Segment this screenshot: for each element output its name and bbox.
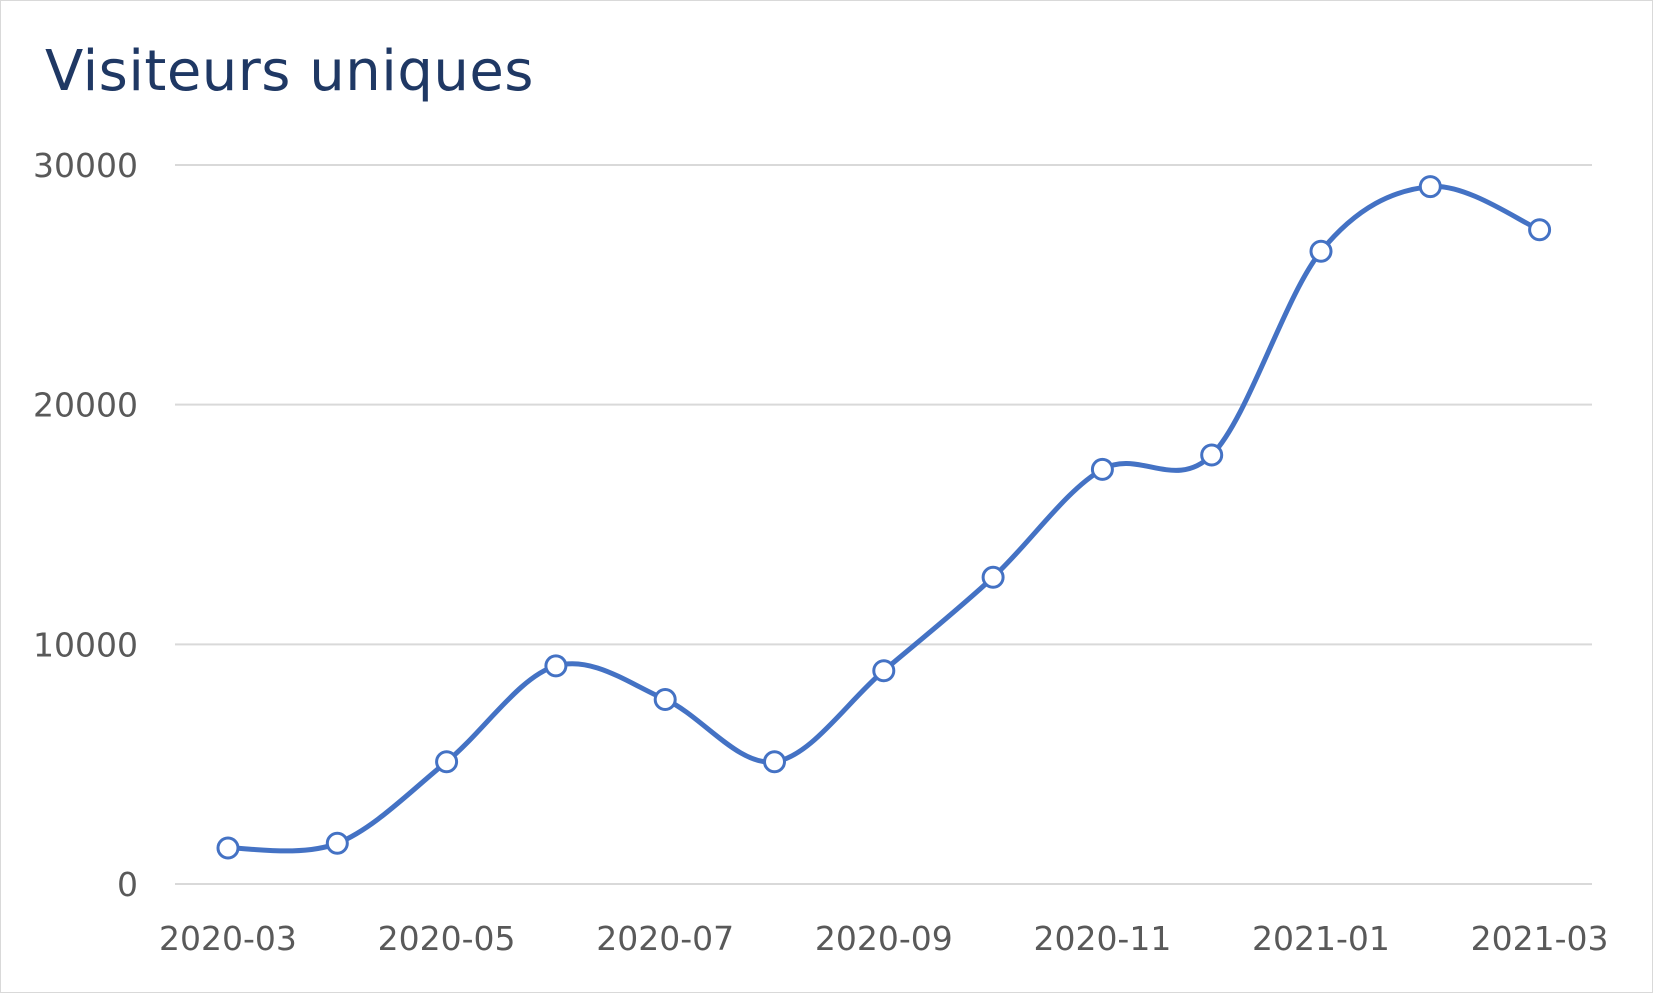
data-point (544, 654, 568, 678)
y-tick-label: 0 (117, 865, 138, 904)
x-axis-labels: 2020-03 2020-05 2020-07 2020-09 2020-11 2021-… (159, 919, 1608, 958)
x-tick-label: 2020-07 (596, 919, 734, 958)
data-point (872, 659, 896, 683)
data-point (653, 687, 677, 711)
data-points (216, 175, 1552, 860)
data-point (1528, 218, 1552, 242)
x-tick-label: 2020-05 (378, 919, 516, 958)
series-line (225, 184, 1543, 854)
y-tick-label: 20000 (33, 386, 138, 425)
x-tick-label: 2021-01 (1252, 919, 1390, 958)
chart-title: Visiteurs uniques (45, 39, 534, 104)
data-point (1090, 457, 1114, 481)
x-tick-label: 2020-09 (815, 919, 953, 958)
data-point (1309, 239, 1333, 263)
data-point (1418, 175, 1442, 199)
x-tick-label: 2020-03 (159, 919, 297, 958)
y-axis-labels: 0 10000 20000 30000 (33, 146, 138, 904)
y-tick-label: 30000 (33, 146, 138, 185)
x-tick-label: 2020-11 (1033, 919, 1171, 958)
data-point (435, 750, 459, 774)
data-point (1200, 443, 1224, 467)
gridlines (175, 164, 1592, 885)
y-tick-label: 10000 (33, 625, 138, 664)
data-point (981, 565, 1005, 589)
data-point (763, 750, 786, 774)
data-point (325, 831, 349, 855)
x-tick-label: 2021-03 (1471, 919, 1609, 958)
data-point (216, 836, 240, 860)
